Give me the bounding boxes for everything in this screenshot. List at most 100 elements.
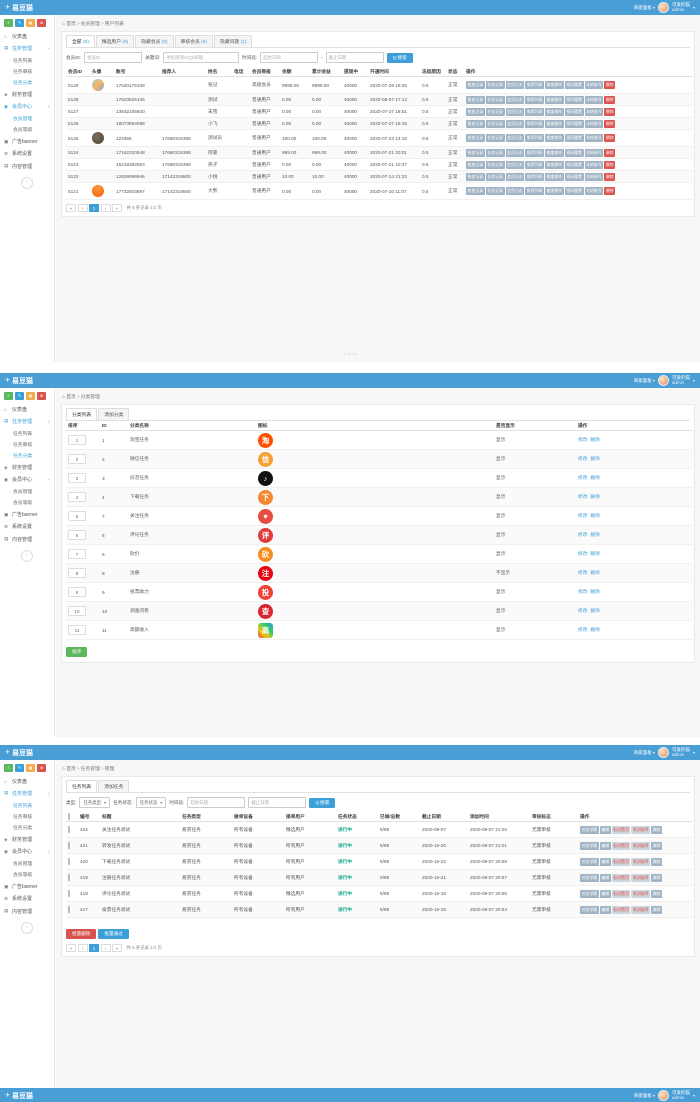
- 冻结账号-button[interactable]: 冻结账号: [584, 81, 604, 89]
- sidebar-subitem-任务审核[interactable]: 任务审核: [13, 69, 33, 75]
- sidebar-item-广告banner[interactable]: ▣ 广告banner: [0, 136, 54, 148]
- 额度操作-button[interactable]: 额度操作: [545, 107, 564, 116]
- sidebar-item-会员中心[interactable]: ◉ 会员中心 ˅: [0, 101, 54, 113]
- 额度操作-button[interactable]: 额度操作: [545, 95, 564, 104]
- 删除-button[interactable]: 删除: [604, 134, 616, 142]
- bottom-mini-pager[interactable]: « ‹ 1 › »: [343, 351, 357, 356]
- 额度操作-button[interactable]: 额度操作: [545, 172, 564, 181]
- 账变记录-button[interactable]: 账变记录: [466, 95, 485, 104]
- sort-input[interactable]: [68, 625, 86, 635]
- 取消置顶-button[interactable]: 取消置顶: [611, 841, 631, 850]
- sort-input[interactable]: [68, 511, 86, 521]
- pager-prev[interactable]: ‹: [77, 204, 88, 212]
- row-checkbox[interactable]: [68, 826, 70, 833]
- avatar[interactable]: [657, 747, 669, 758]
- sidebar-collapse-button[interactable]: ‹: [21, 177, 33, 190]
- sort-input[interactable]: [68, 454, 86, 464]
- 额度操作-button[interactable]: 额度操作: [545, 187, 564, 195]
- 冻结账号-button[interactable]: 冻结账号: [584, 187, 604, 195]
- 会员日志-button[interactable]: 会员日志: [505, 187, 525, 195]
- sort-input[interactable]: [68, 587, 86, 597]
- 任务记录-button[interactable]: 任务记录: [485, 81, 505, 89]
- sidebar-item-广告banner[interactable]: ▣ 广告banner: [0, 881, 54, 893]
- 修改-link[interactable]: 修改: [578, 551, 588, 556]
- 任务详情-button[interactable]: 任务详情: [580, 825, 599, 834]
- 密码重置-button[interactable]: 密码重置: [564, 134, 584, 142]
- 任务详情-button[interactable]: 任务详情: [580, 857, 599, 866]
- merchant-menu[interactable]: 商家面板 ▾: [633, 4, 655, 10]
- sidebar-item-仪表盘[interactable]: ⌂ 仪表盘: [0, 775, 54, 787]
- sort-input[interactable]: [68, 568, 86, 578]
- 删除-button[interactable]: 删除: [604, 107, 616, 116]
- 额度操作-button[interactable]: 额度操作: [545, 148, 564, 157]
- 密码重置-button[interactable]: 密码重置: [564, 172, 584, 181]
- sidebar-subitem-任务分类[interactable]: 任务分类: [13, 81, 33, 87]
- 推荐列表-button[interactable]: 推荐列表: [525, 172, 544, 181]
- 删除-link[interactable]: 删除: [590, 494, 600, 499]
- sidebar-item-财务管理[interactable]: ◈ 财务管理: [0, 462, 54, 474]
- 密码重置-button[interactable]: 密码重置: [564, 160, 584, 169]
- 推荐列表-button[interactable]: 推荐列表: [525, 160, 544, 169]
- power-quick-button[interactable]: ⊗: [37, 764, 46, 772]
- 会员日志-button[interactable]: 会员日志: [505, 95, 525, 104]
- 任务记录-button[interactable]: 任务记录: [485, 172, 505, 181]
- 删除-button[interactable]: 删除: [604, 81, 616, 89]
- sidebar-item-广告banner[interactable]: ▣ 广告banner: [0, 509, 54, 521]
- 账变记录-button[interactable]: 账变记录: [466, 172, 485, 181]
- sidebar-subitem-任务分类[interactable]: 任务分类: [13, 826, 33, 832]
- 取消置顶-button[interactable]: 取消置顶: [611, 825, 631, 834]
- keyword-input[interactable]: [163, 52, 240, 63]
- sort-input[interactable]: [68, 549, 86, 559]
- 取消推荐-button[interactable]: 取消推荐: [631, 857, 651, 866]
- 取消推荐-button[interactable]: 取消推荐: [631, 889, 651, 898]
- sidebar-item-会员中心[interactable]: ◉ 会员中心 ˅: [0, 846, 54, 858]
- 删除-button[interactable]: 删除: [651, 825, 663, 834]
- edit-quick-button[interactable]: ✎: [15, 19, 24, 27]
- sidebar-subitem-会员等级[interactable]: 会员等级: [13, 501, 33, 507]
- sidebar-subitem-会员等级[interactable]: 会员等级: [13, 128, 33, 134]
- sidebar-item-系统设置[interactable]: ⚙ 系统设置: [0, 893, 54, 905]
- 冻结账号-button[interactable]: 冻结账号: [584, 148, 604, 157]
- tab-任务列表[interactable]: 任务列表: [66, 780, 98, 792]
- date-from-input[interactable]: [187, 797, 246, 808]
- 任务详情-button[interactable]: 任务详情: [580, 905, 599, 914]
- sidebar-item-系统设置[interactable]: ⚙ 系统设置: [0, 521, 54, 533]
- sidebar-item-内容管理[interactable]: ▤ 内容管理: [0, 160, 54, 172]
- 任务记录-button[interactable]: 任务记录: [485, 107, 505, 116]
- sidebar-item-任务管理[interactable]: ▤ 任务管理 ˅: [0, 42, 54, 54]
- 密码重置-button[interactable]: 密码重置: [564, 187, 584, 195]
- 删除-button[interactable]: 删除: [604, 160, 616, 169]
- 任务记录-button[interactable]: 任务记录: [485, 119, 505, 128]
- 取消置顶-button[interactable]: 取消置顶: [611, 905, 631, 914]
- search-button[interactable]: Q 搜索: [309, 797, 336, 808]
- breadcrumb-item[interactable]: 分类管理: [80, 395, 100, 400]
- 冻结账号-button[interactable]: 冻结账号: [584, 119, 604, 128]
- 批量删除-button[interactable]: 批量删除: [66, 929, 97, 939]
- 任务详情-button[interactable]: 任务详情: [580, 889, 599, 898]
- 删除-button[interactable]: 删除: [651, 841, 663, 850]
- breadcrumb-item[interactable]: 会员管理: [80, 22, 100, 27]
- user-menu[interactable]: 可爱的猫 admin: [672, 2, 690, 12]
- sidebar-item-任务管理[interactable]: ▤ 任务管理 ˅: [0, 787, 54, 799]
- 修改-link[interactable]: 修改: [578, 494, 588, 499]
- 编辑-button[interactable]: 编辑: [599, 889, 611, 898]
- row-checkbox[interactable]: [68, 874, 70, 881]
- 任务记录-button[interactable]: 任务记录: [485, 95, 505, 104]
- 密码重置-button[interactable]: 密码重置: [564, 148, 584, 157]
- 额度操作-button[interactable]: 额度操作: [545, 81, 564, 89]
- menu-quick-button[interactable]: ≡: [4, 19, 13, 27]
- 删除-button[interactable]: 删除: [604, 119, 616, 128]
- 任务详情-button[interactable]: 任务详情: [580, 873, 599, 882]
- sidebar-collapse-button[interactable]: ‹: [21, 922, 33, 935]
- date-to-input[interactable]: [325, 52, 384, 63]
- 修改-link[interactable]: 修改: [578, 437, 588, 442]
- 任务记录-button[interactable]: 任务记录: [485, 160, 505, 169]
- task-state-select[interactable]: 任务状态 ▾: [135, 797, 167, 808]
- 删除-button[interactable]: 删除: [604, 172, 616, 181]
- 推荐列表-button[interactable]: 推荐列表: [525, 148, 544, 157]
- apps-quick-button[interactable]: ▦: [26, 19, 35, 27]
- 密码重置-button[interactable]: 密码重置: [564, 95, 584, 104]
- member-id-input[interactable]: [84, 52, 143, 63]
- 任务详情-button[interactable]: 任务详情: [580, 841, 599, 850]
- tab-全部[interactable]: 全部 (9): [66, 35, 95, 47]
